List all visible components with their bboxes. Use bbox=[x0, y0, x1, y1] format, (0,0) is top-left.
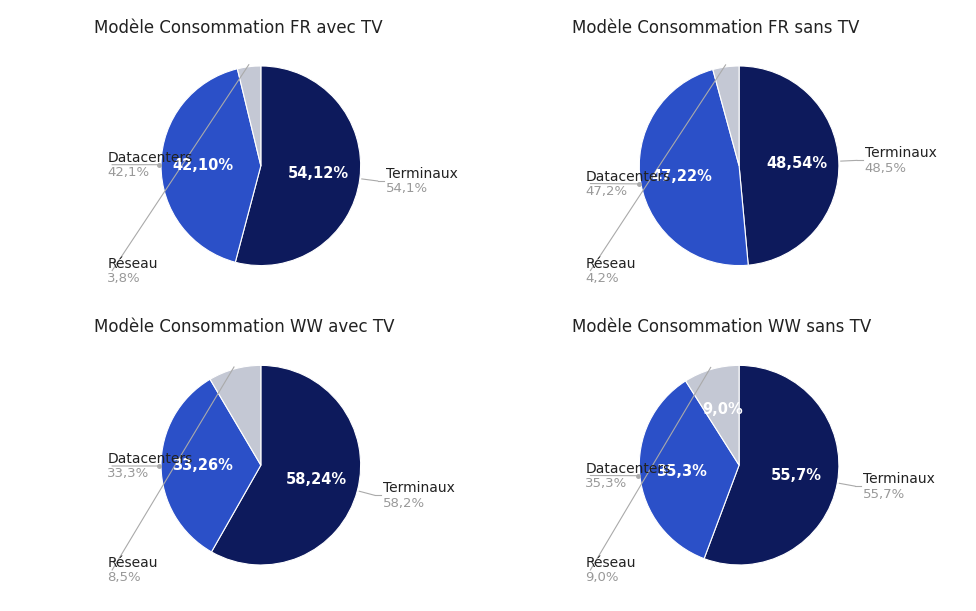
Text: 54,1%: 54,1% bbox=[386, 183, 427, 196]
Text: Datacenters: Datacenters bbox=[586, 170, 671, 183]
Text: Terminaux: Terminaux bbox=[865, 147, 937, 161]
Text: 35,3%: 35,3% bbox=[586, 477, 628, 490]
Text: 42,1%: 42,1% bbox=[107, 166, 149, 179]
Text: 42,10%: 42,10% bbox=[173, 158, 233, 173]
Wedge shape bbox=[685, 365, 739, 465]
Text: 55,7%: 55,7% bbox=[863, 488, 905, 500]
Wedge shape bbox=[712, 66, 739, 166]
Wedge shape bbox=[704, 365, 839, 565]
Text: 33,26%: 33,26% bbox=[173, 458, 233, 473]
Wedge shape bbox=[210, 365, 261, 465]
Text: Modèle Consommation WW avec TV: Modèle Consommation WW avec TV bbox=[95, 318, 394, 337]
Text: 3,8%: 3,8% bbox=[107, 272, 141, 285]
Text: 9,0%: 9,0% bbox=[586, 571, 619, 585]
Text: 54,12%: 54,12% bbox=[288, 166, 348, 181]
Text: 35,3%: 35,3% bbox=[656, 464, 707, 478]
Text: Modèle Consommation FR sans TV: Modèle Consommation FR sans TV bbox=[573, 19, 860, 37]
Wedge shape bbox=[739, 66, 839, 265]
Wedge shape bbox=[212, 365, 361, 565]
Text: 58,2%: 58,2% bbox=[383, 497, 425, 510]
Wedge shape bbox=[161, 69, 261, 262]
Text: 58,24%: 58,24% bbox=[286, 472, 347, 488]
Text: Modèle Consommation WW sans TV: Modèle Consommation WW sans TV bbox=[573, 318, 872, 337]
Text: Modèle Consommation FR avec TV: Modèle Consommation FR avec TV bbox=[95, 19, 383, 37]
Text: Terminaux: Terminaux bbox=[383, 481, 455, 496]
Text: Datacenters: Datacenters bbox=[107, 151, 192, 165]
Wedge shape bbox=[161, 379, 261, 552]
Wedge shape bbox=[235, 66, 361, 266]
Text: 4,2%: 4,2% bbox=[586, 272, 619, 285]
Wedge shape bbox=[639, 381, 739, 558]
Wedge shape bbox=[237, 66, 261, 166]
Text: 47,2%: 47,2% bbox=[586, 185, 628, 198]
Text: 47,22%: 47,22% bbox=[652, 169, 712, 183]
Text: Datacenters: Datacenters bbox=[586, 461, 671, 475]
Text: Terminaux: Terminaux bbox=[863, 472, 935, 486]
Text: Réseau: Réseau bbox=[107, 257, 158, 271]
Wedge shape bbox=[639, 70, 749, 266]
Text: Réseau: Réseau bbox=[586, 257, 636, 271]
Text: 48,54%: 48,54% bbox=[766, 156, 828, 170]
Text: 8,5%: 8,5% bbox=[107, 571, 141, 585]
Text: Terminaux: Terminaux bbox=[386, 167, 458, 181]
Text: Réseau: Réseau bbox=[107, 556, 158, 570]
Text: Datacenters: Datacenters bbox=[107, 452, 192, 466]
Text: 9,0%: 9,0% bbox=[703, 402, 744, 417]
Text: 55,7%: 55,7% bbox=[771, 468, 822, 483]
Text: 48,5%: 48,5% bbox=[865, 162, 907, 175]
Text: Réseau: Réseau bbox=[586, 556, 636, 570]
Text: 33,3%: 33,3% bbox=[107, 467, 149, 480]
